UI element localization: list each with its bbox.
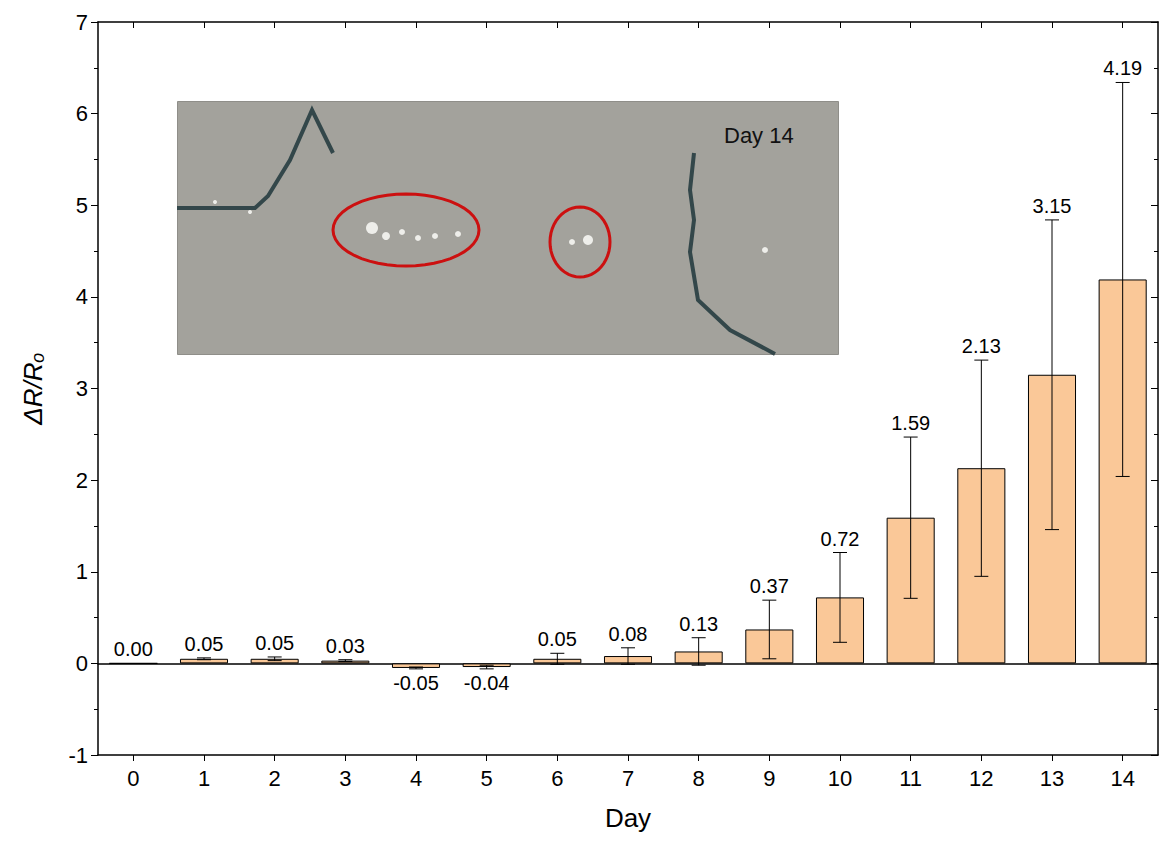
svg-text:1: 1: [76, 559, 88, 584]
svg-text:0.03: 0.03: [326, 635, 365, 657]
svg-text:8: 8: [693, 766, 705, 791]
svg-text:0.05: 0.05: [255, 632, 294, 654]
svg-text:1: 1: [198, 766, 210, 791]
svg-text:ΔR/Rₒ: ΔR/Rₒ: [18, 352, 48, 425]
svg-text:0.37: 0.37: [750, 575, 789, 597]
svg-text:0: 0: [127, 766, 139, 791]
svg-text:7: 7: [622, 766, 634, 791]
svg-text:0.13: 0.13: [679, 613, 718, 635]
svg-text:5: 5: [76, 193, 88, 218]
svg-text:4.19: 4.19: [1103, 57, 1142, 79]
svg-text:2: 2: [76, 468, 88, 493]
svg-text:3: 3: [339, 766, 351, 791]
svg-text:0: 0: [76, 651, 88, 676]
svg-text:5: 5: [481, 766, 493, 791]
svg-text:4: 4: [76, 284, 88, 309]
svg-text:-0.04: -0.04: [464, 672, 510, 694]
svg-text:12: 12: [969, 766, 993, 791]
svg-text:2.13: 2.13: [962, 335, 1001, 357]
svg-text:7: 7: [76, 10, 88, 35]
svg-text:-0.05: -0.05: [393, 672, 439, 694]
svg-text:0.05: 0.05: [538, 628, 577, 650]
svg-text:11: 11: [899, 766, 922, 791]
svg-text:6: 6: [551, 766, 563, 791]
svg-text:0.72: 0.72: [821, 528, 860, 550]
svg-text:0.00: 0.00: [114, 638, 153, 660]
svg-text:-1: -1: [68, 743, 88, 768]
svg-text:14: 14: [1110, 766, 1134, 791]
svg-text:1.59: 1.59: [891, 412, 930, 434]
svg-text:3: 3: [76, 376, 88, 401]
svg-text:6: 6: [76, 101, 88, 126]
svg-text:0.08: 0.08: [609, 623, 648, 645]
svg-text:3.15: 3.15: [1033, 195, 1072, 217]
svg-text:0.05: 0.05: [185, 633, 224, 655]
svg-text:13: 13: [1040, 766, 1064, 791]
svg-text:9: 9: [763, 766, 775, 791]
svg-text:4: 4: [410, 766, 422, 791]
svg-text:Day 14: Day 14: [724, 123, 794, 148]
svg-text:10: 10: [828, 766, 852, 791]
svg-text:Day: Day: [605, 803, 651, 833]
svg-text:2: 2: [269, 766, 281, 791]
